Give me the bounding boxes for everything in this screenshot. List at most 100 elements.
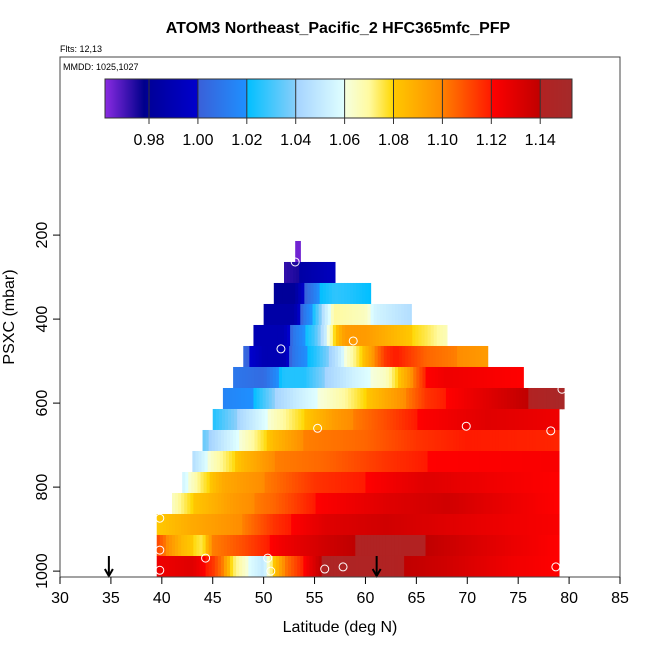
heatmap-cell — [187, 513, 191, 536]
heatmap-cell — [285, 513, 289, 536]
heatmap-cell — [529, 555, 534, 578]
heatmap-cell — [254, 492, 259, 515]
heatmap-cell — [352, 366, 356, 389]
heatmap-cell — [349, 303, 353, 326]
colorbar-segment — [565, 79, 567, 118]
colorbar-segment — [368, 79, 370, 118]
colorbar-segment — [464, 79, 466, 118]
heatmap-cell — [393, 450, 398, 473]
heatmap-cell — [539, 471, 544, 494]
colorbar-segment — [350, 79, 352, 118]
heatmap-cell — [367, 534, 372, 557]
colorbar-segment — [288, 79, 290, 118]
heatmap-cell — [517, 534, 521, 557]
colorbar-segment — [468, 79, 470, 118]
heatmap-cell — [276, 282, 281, 305]
heatmap-cell — [229, 387, 233, 410]
heatmap-cell — [248, 429, 253, 452]
heatmap-cell — [330, 492, 335, 515]
x-tick-label: 50 — [255, 590, 273, 607]
heatmap-cell — [232, 387, 236, 410]
heatmap-cell — [309, 555, 314, 578]
heatmap-cell — [348, 450, 352, 473]
heatmap-cell — [233, 492, 237, 515]
colorbar-segment — [133, 79, 135, 118]
heatmap-cell — [251, 492, 256, 515]
heatmap-cell — [303, 513, 307, 536]
colorbar-segment — [431, 79, 433, 118]
heatmap-cell — [434, 492, 439, 515]
heatmap-cell — [357, 387, 361, 410]
heatmap-cell — [367, 366, 372, 389]
heatmap-cell — [275, 303, 280, 326]
heatmap-cell — [455, 450, 459, 473]
heatmap-cell — [416, 429, 421, 452]
heatmap-cell — [533, 408, 538, 431]
heatmap-cell — [364, 534, 369, 557]
heatmap-cell — [205, 513, 210, 536]
heatmap-cell — [202, 534, 207, 557]
colorbar-segment — [285, 79, 287, 118]
heatmap-cell — [297, 513, 301, 536]
heatmap-cell — [547, 429, 552, 452]
heatmap-cell — [354, 324, 358, 347]
heatmap-cell — [430, 450, 435, 473]
colorbar-segment — [328, 79, 330, 118]
heatmap-cell — [402, 471, 406, 494]
colorbar-segment — [509, 79, 511, 118]
heatmap-cell — [310, 345, 315, 368]
heatmap-cell — [425, 555, 430, 578]
heatmap-cell — [175, 534, 179, 557]
colorbar-segment — [222, 79, 224, 118]
heatmap-cell — [172, 555, 176, 578]
heatmap-cell — [302, 261, 306, 284]
heatmap-cell — [253, 387, 258, 410]
heatmap-cell — [315, 303, 320, 326]
heatmap-cell — [495, 555, 500, 578]
colorbar-segment — [481, 79, 483, 118]
heatmap-cell — [398, 513, 402, 536]
heatmap-cell — [341, 471, 345, 494]
heatmap-cell — [551, 408, 556, 431]
colorbar-tick-label: 1.10 — [427, 132, 458, 149]
colorbar-segment — [398, 79, 400, 118]
colorbar-segment — [299, 79, 301, 118]
heatmap-cell — [376, 555, 381, 578]
heatmap-cell — [427, 387, 432, 410]
heatmap-cell — [498, 513, 503, 536]
heatmap-cell — [294, 303, 298, 326]
heatmap-cell — [498, 429, 503, 452]
colorbar-segment — [425, 79, 427, 118]
colorbar-segment — [190, 79, 192, 118]
heatmap-cell — [356, 282, 360, 305]
colorbar-segment — [206, 79, 208, 118]
heatmap-cell — [300, 429, 304, 452]
heatmap-cell — [498, 492, 503, 515]
heatmap-cell — [291, 303, 295, 326]
heatmap-cell — [400, 324, 404, 347]
colorbar-segment — [282, 79, 284, 118]
heatmap-cell — [223, 492, 228, 515]
heatmap-cell — [531, 450, 536, 473]
colorbar-segment — [210, 79, 212, 118]
heatmap-cell — [296, 324, 300, 347]
heatmap-cell — [216, 450, 221, 473]
heatmap-cell — [245, 534, 249, 557]
heatmap-cell — [178, 555, 182, 578]
heatmap-cell — [423, 345, 428, 368]
heatmap-cell — [265, 324, 270, 347]
heatmap-cell — [281, 534, 286, 557]
heatmap-cell — [298, 345, 302, 368]
heatmap-cell — [359, 282, 363, 305]
heatmap-cell — [498, 366, 503, 389]
heatmap-cell — [392, 345, 397, 368]
colorbar-segment — [453, 79, 455, 118]
heatmap-cell — [315, 429, 320, 452]
heatmap-cell — [511, 534, 515, 557]
heatmap-cell — [363, 450, 368, 473]
heatmap-cell — [453, 366, 457, 389]
heatmap-cell — [230, 534, 234, 557]
heatmap-cell — [272, 513, 277, 536]
heatmap-cell — [447, 408, 452, 431]
colorbar-segment — [291, 79, 293, 118]
